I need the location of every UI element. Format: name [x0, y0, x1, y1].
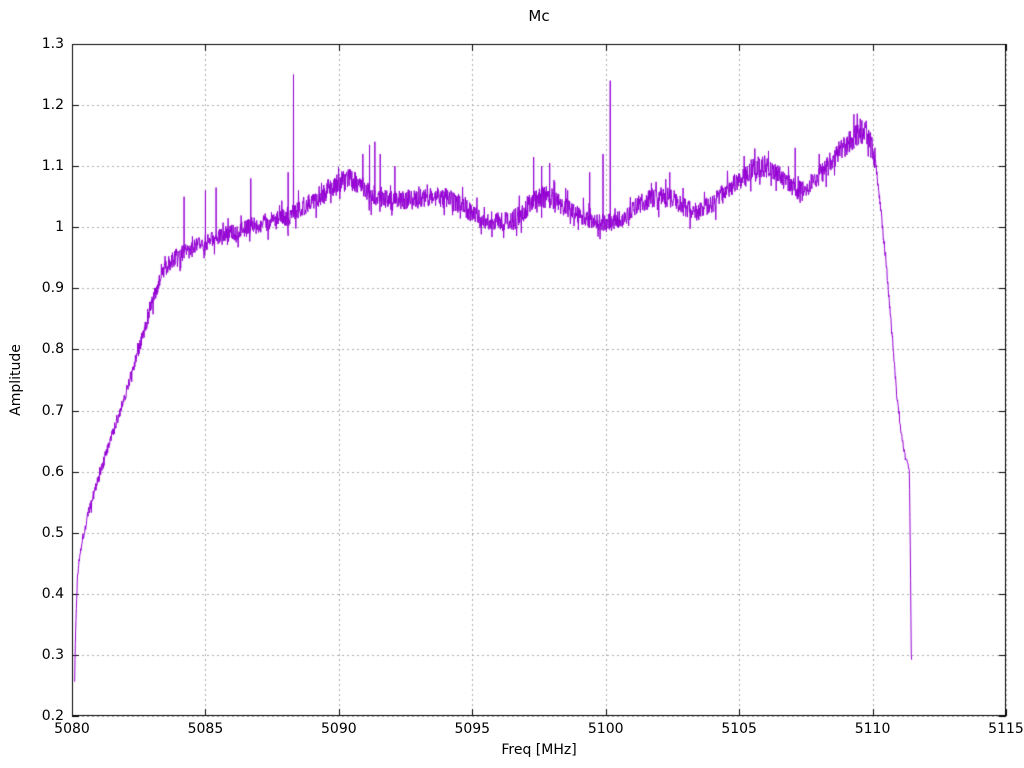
x-tick-label: 5115 [988, 721, 1024, 737]
x-tick-label: 5080 [54, 721, 90, 737]
y-tick-label: 0.8 [41, 341, 64, 358]
y-tick-label: 1.1 [41, 158, 64, 175]
x-tick-label: 5100 [587, 721, 624, 737]
x-tick-label: 5085 [187, 721, 224, 737]
y-tick-label: 0.9 [41, 280, 64, 297]
y-tick-label: 0.3 [41, 646, 64, 663]
x-tick-label: 5110 [854, 721, 891, 737]
x-tick-label: 5105 [721, 721, 757, 737]
y-tick-label: 0.6 [41, 463, 64, 480]
y-tick-label: 1.2 [41, 97, 64, 114]
y-tick-label: 1 [55, 219, 64, 236]
y-tick-label: 0.7 [41, 402, 64, 419]
y-tick-label: 1.3 [41, 36, 64, 52]
y-tick-label: 0.4 [41, 585, 64, 602]
x-axis-title: Freq [MHz] [501, 742, 577, 758]
x-tick-label: 5095 [454, 721, 491, 737]
x-tick-label: 5090 [321, 721, 357, 737]
chart-title: Mc [528, 7, 550, 25]
y-tick-label: 0.5 [41, 524, 64, 541]
y-tick-label: 0.2 [41, 708, 64, 724]
